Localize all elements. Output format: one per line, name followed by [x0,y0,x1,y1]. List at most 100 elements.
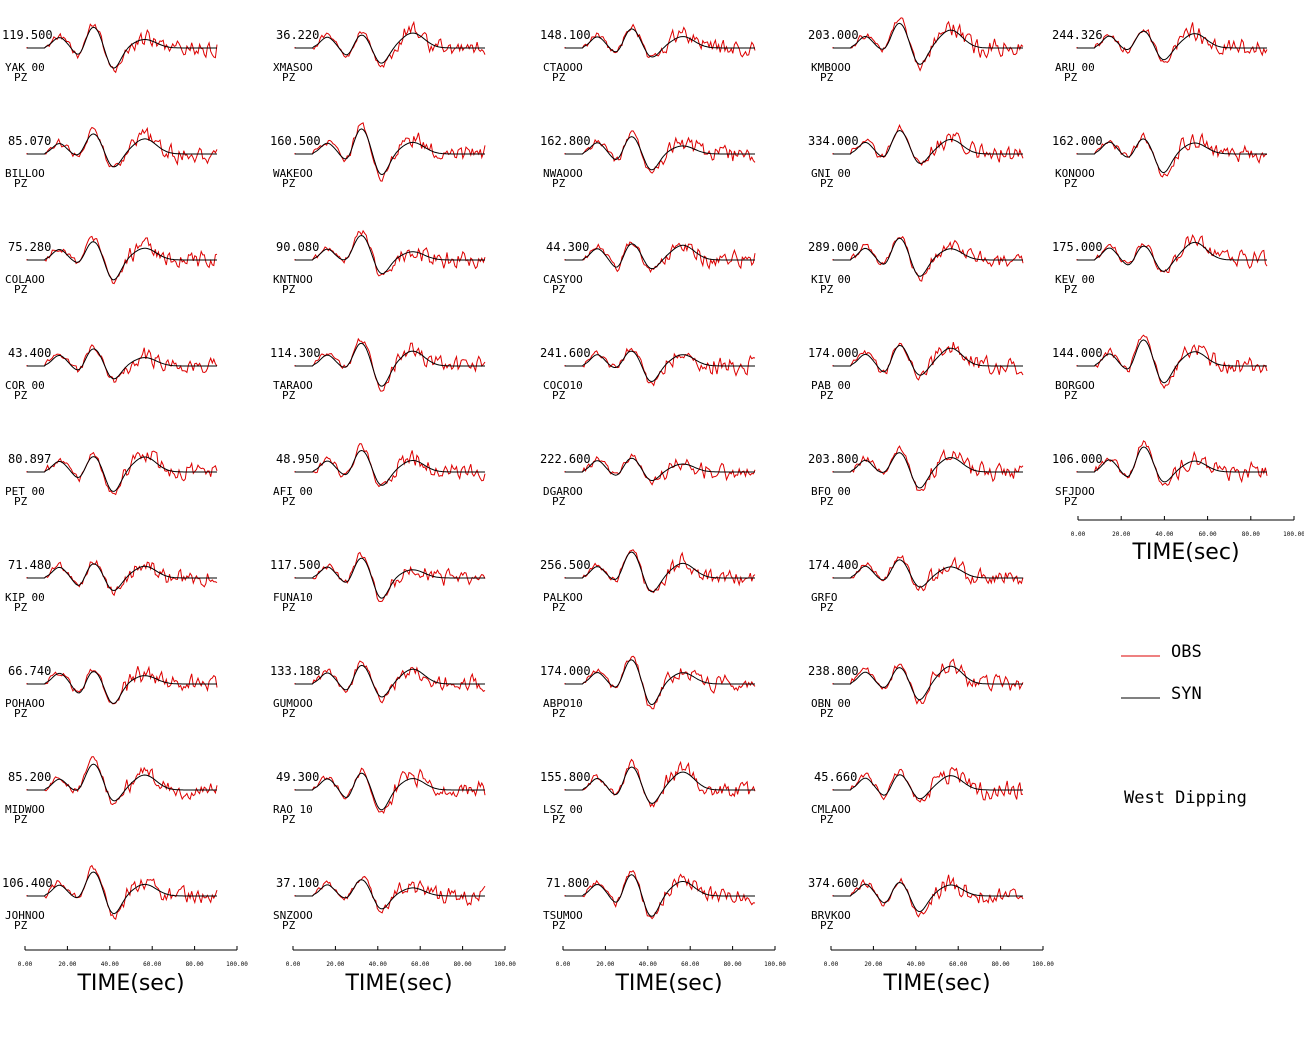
component-label: PZ [282,71,296,84]
synthetic-trace [833,452,1023,489]
synthetic-trace [565,136,755,171]
synthetic-trace [565,766,755,805]
observed-trace [832,123,1024,166]
station-label: ABPO10 [543,697,583,710]
synthetic-trace [295,557,485,599]
synthetic-trace [27,563,217,592]
station-label: PAB 00 [811,379,851,392]
component-label: PZ [820,177,834,190]
tick-label: 80.00 [454,961,472,968]
time-axis: 0.00 20.00 40.00 60.00 80.00 100.00 TIME(sec) [1071,516,1304,565]
station-label: KNTNOO [273,273,313,286]
legend-obs-label: OBS [1171,642,1202,662]
amplitude-label: 80.897 [8,452,51,466]
axis-title: TIME(sec) [882,971,990,996]
synthetic-trace [833,129,1023,165]
station-label: KEV 00 [1055,273,1095,286]
tick-label: 60.00 [411,961,429,968]
synthetic-trace [1077,138,1267,174]
synthetic-trace [27,456,217,492]
tick-label: 20.00 [58,961,76,968]
time-axis: 0.00 20.00 40.00 60.00 80.00 100.00 TIME(sec) [286,946,516,996]
synthetic-trace [833,881,1023,913]
axis-title: TIME(sec) [344,971,452,996]
observed-trace [26,756,218,806]
station-label: SNZOOO [273,909,313,922]
observed-trace [294,229,486,277]
amplitude-label: 174.400 [808,558,859,572]
synthetic-trace [295,128,485,176]
amplitude-label: 75.280 [8,240,51,254]
synthetic-trace [1077,30,1267,61]
component-label: PZ [1064,389,1078,402]
tick-label: 60.00 [143,961,161,968]
station-label: SFJDOO [1055,485,1095,498]
station-label: YAK 00 [5,61,45,74]
tick-label: 20.00 [1112,531,1130,538]
station-label: OBN 00 [811,697,851,710]
amplitude-label: 85.070 [8,134,51,148]
station-label: KIP 00 [5,591,45,604]
station-label: XMASOO [273,61,313,74]
observed-trace [294,337,486,392]
tick-label: 40.00 [101,961,119,968]
station-label: CTAOOO [543,61,583,74]
station-label: BORGOO [1055,379,1095,392]
station-label: PET 00 [5,485,45,498]
component-label: PZ [552,495,566,508]
observed-trace [294,20,486,68]
station-label: WAKEOO [273,167,313,180]
synthetic-trace [27,348,217,380]
component-label: PZ [552,919,566,932]
amplitude-label: 106.000 [1052,452,1103,466]
component-label: PZ [552,601,566,614]
observed-trace [564,130,756,174]
observed-trace [832,766,1024,803]
station-label: COLAOO [5,273,45,286]
observed-trace [294,875,486,914]
amplitude-label: 117.500 [270,558,321,572]
station-label: COR 00 [5,379,45,392]
station-label: BILLOO [5,167,45,180]
observed-trace [832,445,1024,492]
tick-label: 20.00 [596,961,614,968]
amplitude-label: 66.740 [8,664,51,678]
amplitude-label: 174.000 [540,664,591,678]
station-label: BFO 00 [811,485,851,498]
amplitude-label: 203.000 [808,28,859,42]
synthetic-trace [295,32,485,64]
synthetic-trace [833,774,1023,800]
time-axis: 0.00 20.00 40.00 60.00 80.00 100.00 TIME(sec) [556,946,786,996]
axis-title: TIME(sec) [76,971,184,996]
amplitude-label: 238.800 [808,664,859,678]
observed-trace [294,443,486,488]
component-label: PZ [820,71,834,84]
amplitude-label: 90.080 [276,240,319,254]
observed-trace [832,17,1024,72]
component-label: PZ [1064,71,1078,84]
synthetic-trace [833,665,1023,701]
station-label: AFI 00 [273,485,313,498]
observed-trace [26,864,218,921]
observed-trace [26,559,218,597]
observed-trace [1076,132,1268,178]
observed-trace [26,126,218,168]
synthetic-trace [27,871,217,915]
